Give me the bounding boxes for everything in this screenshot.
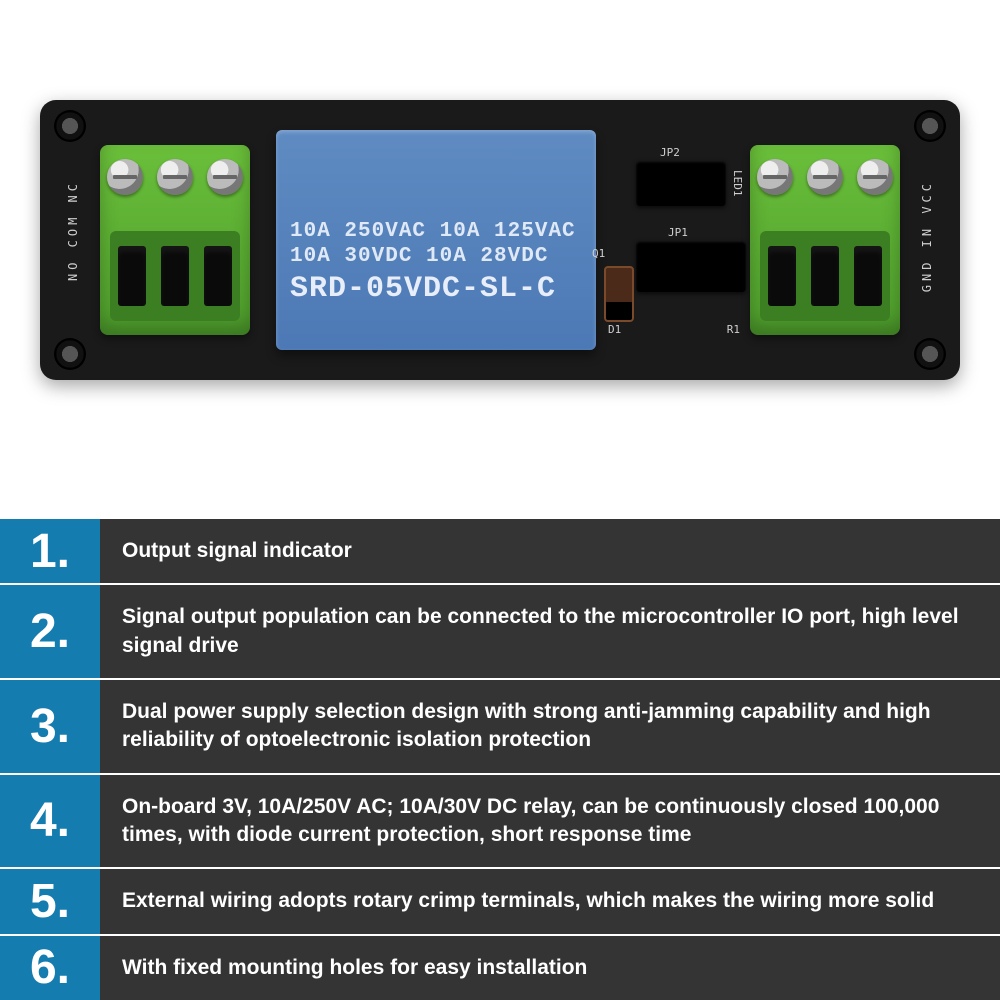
feature-row: 4.On-board 3V, 10A/250V AC; 10A/30V DC r… xyxy=(0,773,1000,868)
silk-jp2: JP2 xyxy=(660,146,680,159)
jumper-icon xyxy=(636,240,746,292)
feature-row: 1.Output signal indicator xyxy=(0,517,1000,583)
port-icon xyxy=(204,246,232,306)
feature-number: 4. xyxy=(0,775,100,868)
screw-icon xyxy=(857,159,893,195)
left-pin-labels: NO COM NC xyxy=(66,180,80,281)
screw-icon xyxy=(157,159,193,195)
feature-number: 3. xyxy=(0,680,100,773)
relay-model-number: SRD-05VDC-SL-C xyxy=(290,272,582,306)
feature-number: 2. xyxy=(0,585,100,678)
silk-r1: R1 xyxy=(727,323,740,336)
port-icon xyxy=(768,246,796,306)
screw-icon xyxy=(807,159,843,195)
silk-d1: D1 xyxy=(608,323,621,336)
left-terminal-block xyxy=(100,145,250,335)
jumper-icon xyxy=(636,160,726,206)
feature-text: With fixed mounting holes for easy insta… xyxy=(100,936,1000,1000)
feature-row: 2.Signal output population can be connec… xyxy=(0,583,1000,678)
feature-text: Dual power supply selection design with … xyxy=(100,680,1000,773)
port-icon xyxy=(161,246,189,306)
feature-text: External wiring adopts rotary crimp term… xyxy=(100,869,1000,933)
feature-number: 1. xyxy=(0,519,100,583)
feature-number: 6. xyxy=(0,936,100,1000)
board-components-area: JP2 JP1 LED1 R1 Q1 D1 xyxy=(596,130,750,350)
mounting-hole-icon xyxy=(54,338,86,370)
feature-row: 6.With fixed mounting holes for easy ins… xyxy=(0,934,1000,1000)
silk-jp1: JP1 xyxy=(668,226,688,239)
port-icon xyxy=(118,246,146,306)
screw-icon xyxy=(107,159,143,195)
feature-text: Signal output population can be connecte… xyxy=(100,585,1000,678)
silk-q1: Q1 xyxy=(592,247,605,260)
right-pin-labels: GND IN VCC xyxy=(920,180,934,292)
mounting-hole-icon xyxy=(54,110,86,142)
relay-rating-line2: 10A 30VDC 10A 28VDC xyxy=(290,245,582,268)
feature-text: Output signal indicator xyxy=(100,519,1000,583)
feature-row: 5.External wiring adopts rotary crimp te… xyxy=(0,867,1000,933)
silk-led1: LED1 xyxy=(731,170,744,197)
feature-number: 5. xyxy=(0,869,100,933)
relay-component: 10A 250VAC 10A 125VAC 10A 30VDC 10A 28VD… xyxy=(276,130,596,350)
pcb-board: NO COM NC GND IN VCC 10A 250VAC 10A 125V… xyxy=(40,100,960,380)
feature-row: 3.Dual power supply selection design wit… xyxy=(0,678,1000,773)
product-image-area: NO COM NC GND IN VCC 10A 250VAC 10A 125V… xyxy=(0,0,1000,480)
right-terminal-block xyxy=(750,145,900,335)
screw-icon xyxy=(757,159,793,195)
features-list: 1.Output signal indicator2.Signal output… xyxy=(0,517,1000,1000)
relay-rating-line1: 10A 250VAC 10A 125VAC xyxy=(290,220,582,243)
mounting-hole-icon xyxy=(914,110,946,142)
diode-icon xyxy=(604,266,634,322)
port-icon xyxy=(854,246,882,306)
screw-icon xyxy=(207,159,243,195)
mounting-hole-icon xyxy=(914,338,946,370)
feature-text: On-board 3V, 10A/250V AC; 10A/30V DC rel… xyxy=(100,775,1000,868)
port-icon xyxy=(811,246,839,306)
